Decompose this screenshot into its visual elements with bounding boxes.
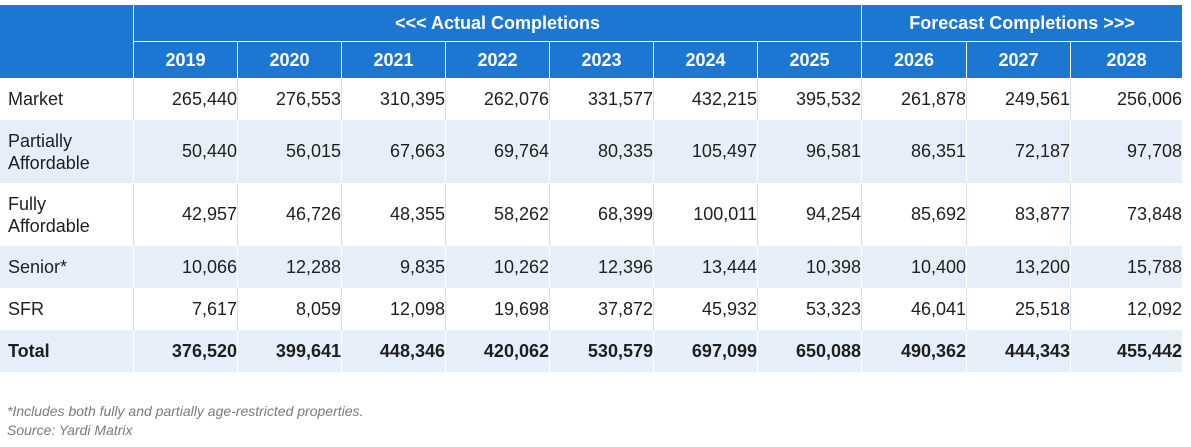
table-cell: 10,262: [446, 246, 550, 288]
year-header: 2028: [1071, 42, 1183, 78]
table-cell: 37,872: [550, 288, 654, 330]
table-row: Partially Affordable 50,440 56,015 67,663 69…: [0, 120, 1183, 183]
source-note: Source: Yardi Matrix: [7, 422, 133, 438]
corner-cell: [0, 5, 134, 78]
year-header: 2025: [758, 42, 863, 78]
footnote: *Includes both fully and partially age-r…: [7, 403, 364, 419]
table-row: SFR 7,617 8,059 12,098 19,698 37,872 45,932 53,…: [0, 288, 1183, 330]
table-cell: 12,288: [238, 246, 342, 288]
table-cell: 46,726: [238, 183, 342, 246]
table-cell: 530,579: [550, 330, 654, 372]
year-header: 2024: [654, 42, 758, 78]
table-cell: 97,708: [1071, 120, 1183, 183]
table-cell: 56,015: [238, 120, 342, 183]
table-cell: 105,497: [654, 120, 758, 183]
table-cell: 490,362: [862, 330, 968, 372]
table-cell: 94,254: [758, 183, 863, 246]
year-header-row: 2019 2020 2021 2022 2023 2024 2025 2026 …: [0, 42, 1183, 78]
table-cell: 265,440: [134, 78, 238, 120]
forecast-completions-header: Forecast Completions >>>: [862, 5, 1183, 42]
table-cell: 12,396: [550, 246, 654, 288]
completions-table: <<< Actual Completions Forecast Completi…: [0, 5, 1183, 372]
table-cell: 376,520: [134, 330, 238, 372]
table-cell: 73,848: [1071, 183, 1183, 246]
table-cell: 48,355: [342, 183, 446, 246]
table-cell: 310,395: [342, 78, 446, 120]
table-cell: 9,835: [342, 246, 446, 288]
table-cell: 12,092: [1071, 288, 1183, 330]
table-cell: 42,957: [134, 183, 238, 246]
table-cell: 420,062: [446, 330, 550, 372]
table-cell: 53,323: [758, 288, 863, 330]
table-row: Senior* 10,066 12,288 9,835 10,262 12,396 13,4…: [0, 246, 1183, 288]
table-cell: 19,698: [446, 288, 550, 330]
group-header-row: <<< Actual Completions Forecast Completi…: [0, 5, 1183, 78]
table-cell: 650,088: [758, 330, 863, 372]
table-cell: 72,187: [967, 120, 1072, 183]
table-cell: 13,200: [967, 246, 1072, 288]
table-cell: 15,788: [1071, 246, 1183, 288]
row-label: SFR: [0, 288, 134, 330]
actual-completions-header: <<< Actual Completions: [134, 5, 863, 42]
total-row: Total 376,520 399,641 448,346 420,062 530,579…: [0, 330, 1183, 372]
table-cell: 261,878: [862, 78, 968, 120]
table-cell: 256,006: [1071, 78, 1183, 120]
year-header: 2027: [967, 42, 1072, 78]
table-cell: 10,066: [134, 246, 238, 288]
table-cell: 12,098: [342, 288, 446, 330]
table-cell: 67,663: [342, 120, 446, 183]
year-header: 2026: [862, 42, 968, 78]
table-cell: 444,343: [967, 330, 1072, 372]
table-cell: 69,764: [446, 120, 550, 183]
table-cell: 399,641: [238, 330, 342, 372]
row-label: Fully Affordable: [0, 183, 134, 246]
table-cell: 331,577: [550, 78, 654, 120]
table-cell: 86,351: [862, 120, 968, 183]
table-cell: 448,346: [342, 330, 446, 372]
table-cell: 85,692: [862, 183, 968, 246]
table-cell: 45,932: [654, 288, 758, 330]
row-label: Senior*: [0, 246, 134, 288]
table-cell: 8,059: [238, 288, 342, 330]
year-header: 2023: [550, 42, 654, 78]
table-cell: 68,399: [550, 183, 654, 246]
year-header: 2021: [342, 42, 446, 78]
table-cell: 50,440: [134, 120, 238, 183]
table-row: Market 265,440 276,553 310,395 262,076 331,57…: [0, 78, 1183, 120]
table-cell: 455,442: [1071, 330, 1183, 372]
table-cell: 262,076: [446, 78, 550, 120]
table-cell: 276,553: [238, 78, 342, 120]
table-cell: 395,532: [758, 78, 863, 120]
table-cell: 83,877: [967, 183, 1072, 246]
row-label: Partially Affordable: [0, 120, 134, 183]
table-notes: *Includes both fully and partially age-r…: [7, 402, 363, 440]
table-cell: 46,041: [862, 288, 968, 330]
row-label: Total: [0, 330, 134, 372]
table-cell: 249,561: [967, 78, 1072, 120]
table-cell: 80,335: [550, 120, 654, 183]
table-cell: 697,099: [654, 330, 758, 372]
table-cell: 100,011: [654, 183, 758, 246]
table-cell: 58,262: [446, 183, 550, 246]
table-cell: 13,444: [654, 246, 758, 288]
table-row: Fully Affordable 42,957 46,726 48,355 58,262…: [0, 183, 1183, 246]
table-cell: 432,215: [654, 78, 758, 120]
table-cell: 7,617: [134, 288, 238, 330]
year-header: 2020: [238, 42, 342, 78]
table-cell: 10,398: [758, 246, 863, 288]
table-cell: 96,581: [758, 120, 863, 183]
table-cell: 25,518: [967, 288, 1072, 330]
row-label: Market: [0, 78, 134, 120]
year-header: 2019: [134, 42, 238, 78]
year-header: 2022: [446, 42, 550, 78]
table-cell: 10,400: [862, 246, 968, 288]
